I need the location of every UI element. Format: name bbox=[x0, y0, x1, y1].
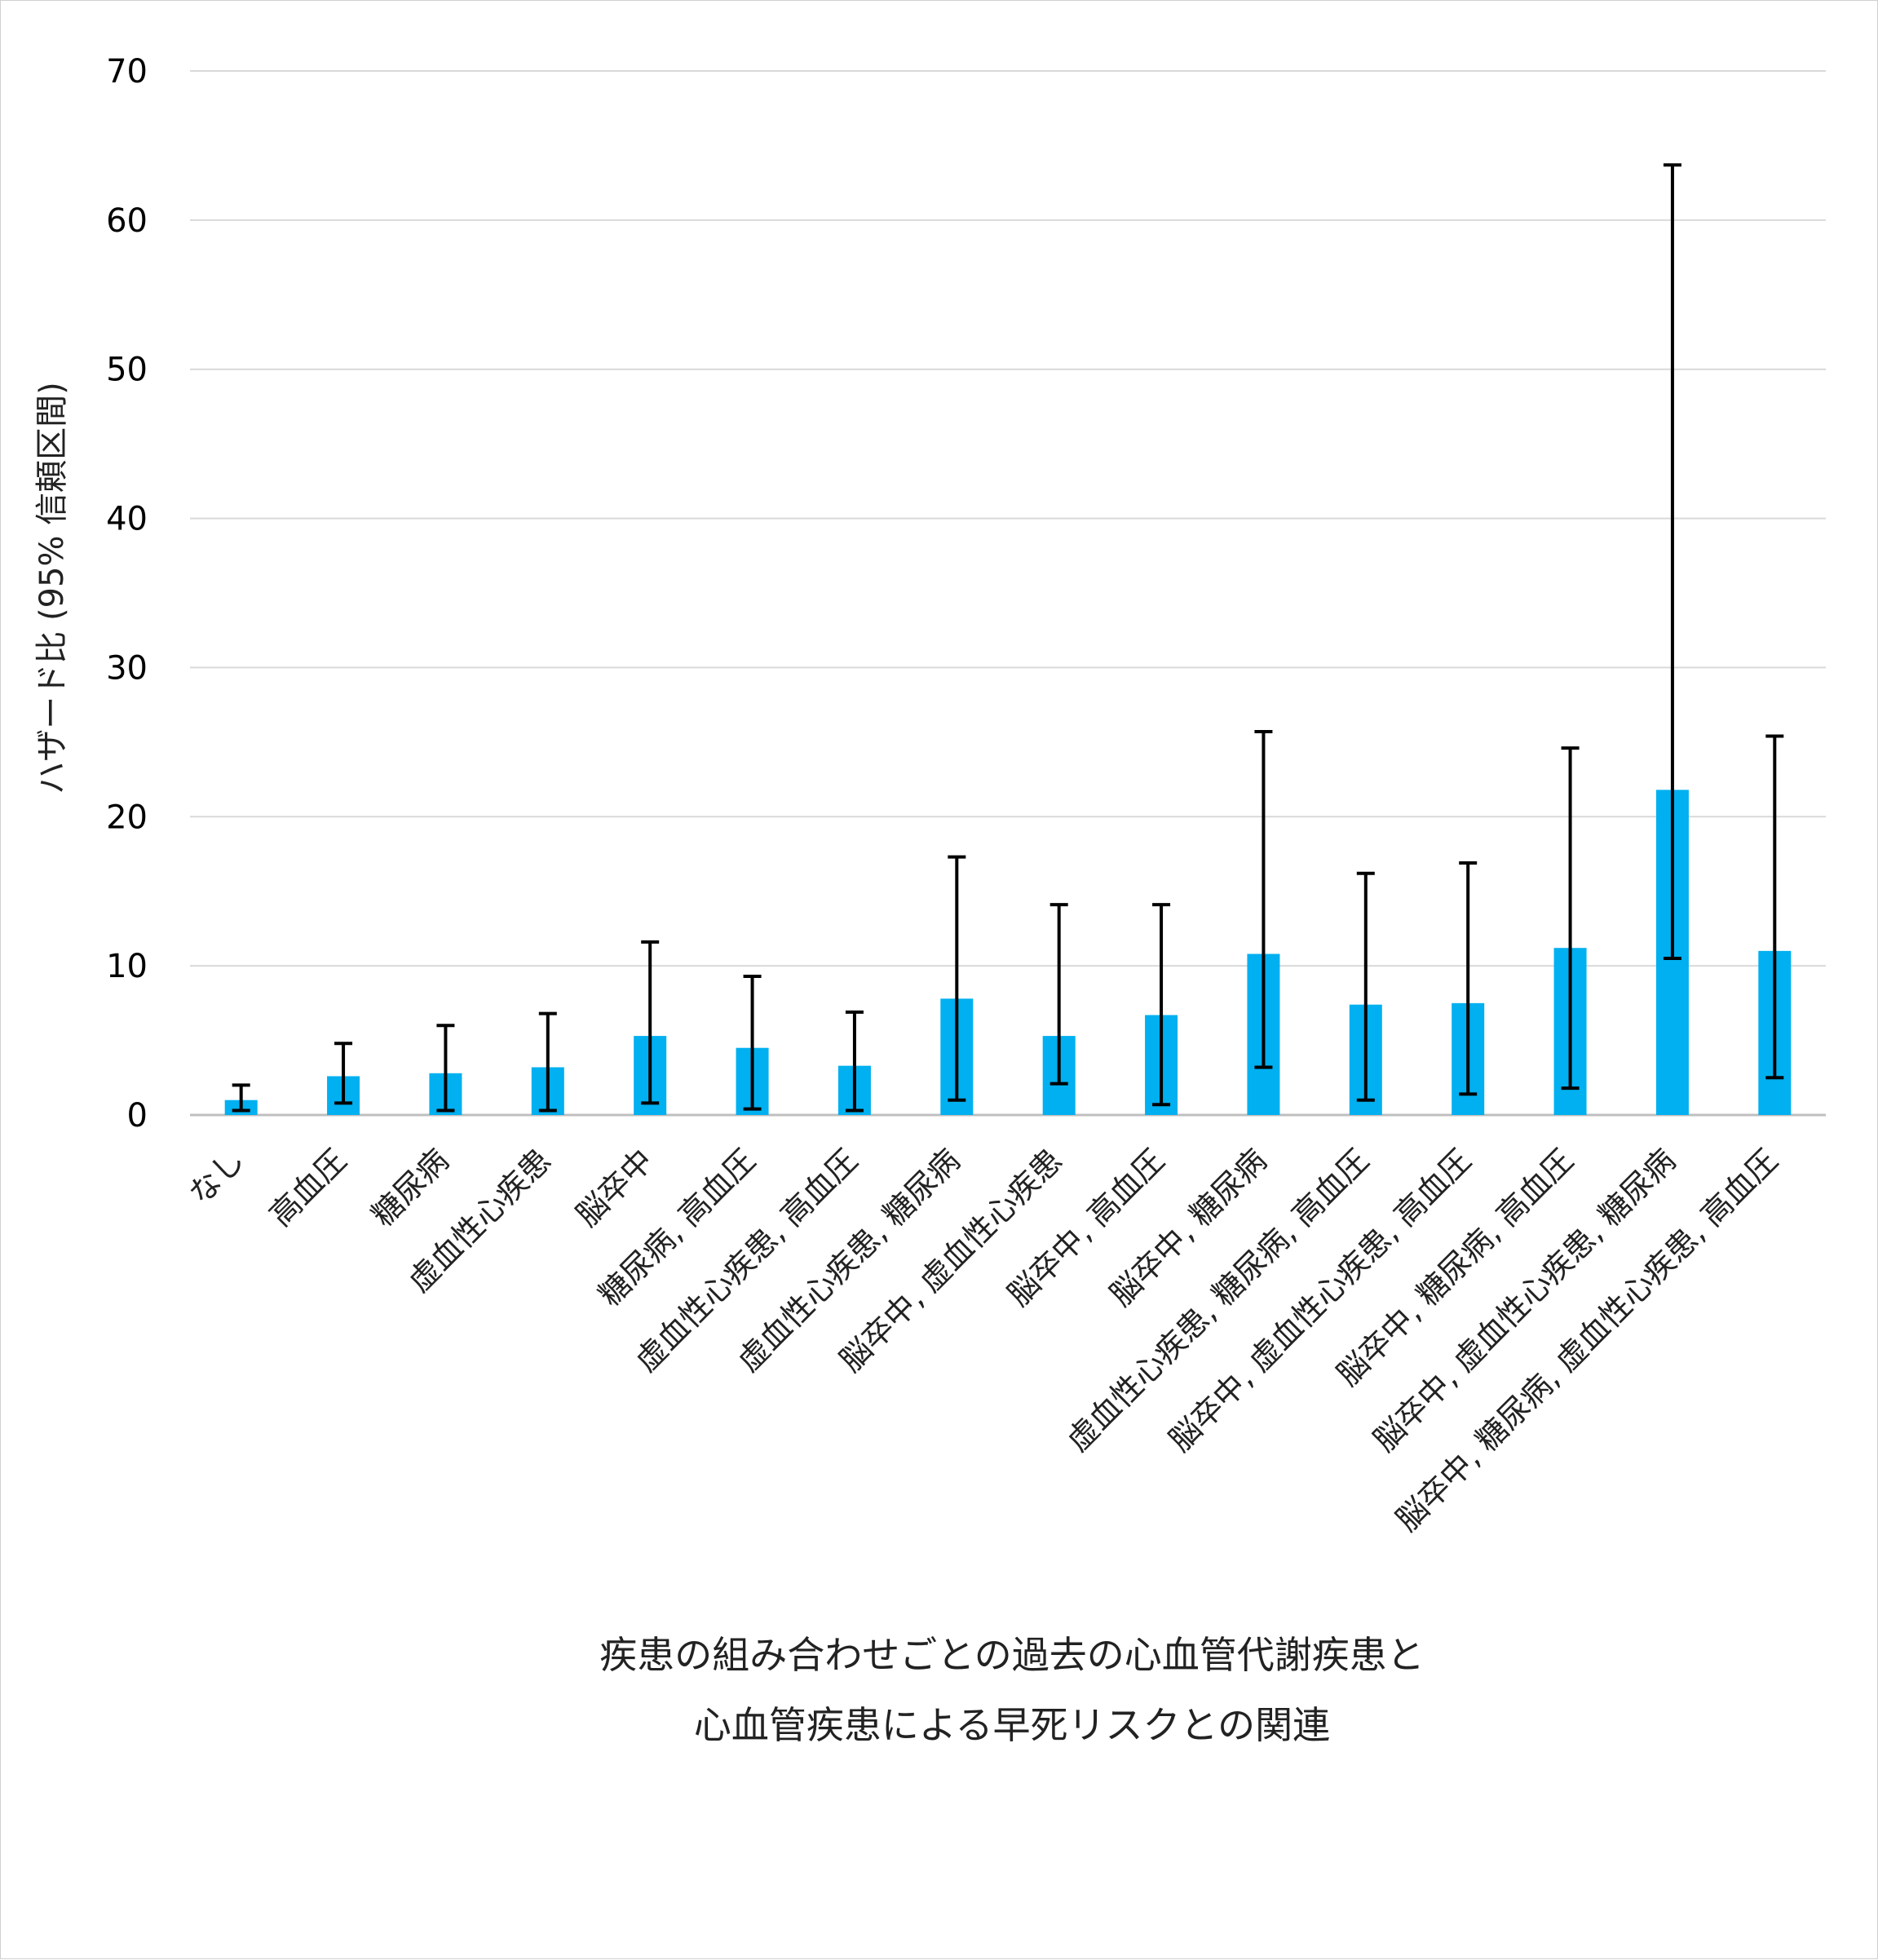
y-tick-label: 70 bbox=[106, 53, 148, 91]
y-tick-label: 0 bbox=[127, 1097, 148, 1135]
y-tick-label: 50 bbox=[106, 352, 148, 389]
x-tick-label: 高血圧 bbox=[263, 1142, 354, 1233]
x-axis-title-line-2: 心血管疾患による早死リスクとの関連 bbox=[693, 1703, 1331, 1747]
error-bars bbox=[232, 163, 1784, 1113]
x-tick-label: なし bbox=[182, 1142, 251, 1211]
y-tick-label: 20 bbox=[106, 799, 148, 836]
x-tick-label: 糖尿病 bbox=[365, 1142, 456, 1233]
y-axis-title: ハザード比 (95% 信頼区間) bbox=[33, 382, 71, 794]
y-tick-label: 10 bbox=[106, 948, 148, 985]
y-tick-labels: 0 10 20 30 40 50 60 70 bbox=[106, 53, 148, 1135]
y-tick-label: 60 bbox=[106, 202, 148, 240]
bars bbox=[224, 790, 1792, 1115]
gridlines bbox=[190, 70, 1826, 1117]
x-axis-title-line-1: 疾患の組み合わせごとの過去の心血管代謝疾患と bbox=[599, 1633, 1425, 1677]
x-tick-label: 脳卒中 bbox=[569, 1142, 661, 1233]
x-axis-title: 疾患の組み合わせごとの過去の心血管代謝疾患と 心血管疾患による早死リスクとの関連 bbox=[327, 1620, 1697, 1760]
y-tick-label: 40 bbox=[106, 501, 148, 538]
y-tick-label: 30 bbox=[106, 649, 148, 687]
x-tick-label: 脳卒中, 糖尿病, 虚血性心疾患, 高血圧 bbox=[1389, 1142, 1784, 1537]
